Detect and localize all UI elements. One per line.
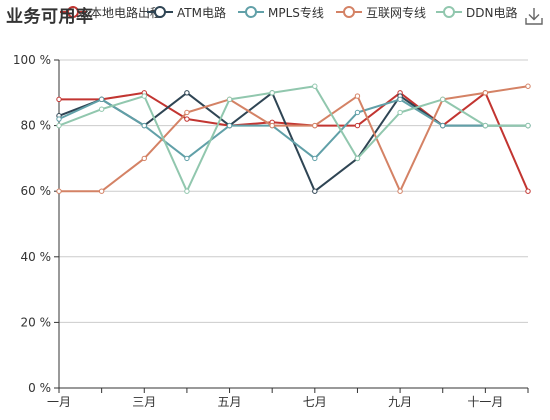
legend-line-marker-icon xyxy=(60,6,86,18)
x-tick-label: 一月 xyxy=(47,395,71,409)
grid-lines xyxy=(59,59,528,323)
data-point[interactable] xyxy=(184,109,190,116)
data-point[interactable] xyxy=(397,96,403,103)
legend-item-4[interactable]: 互联网专线 xyxy=(336,4,426,20)
data-point[interactable] xyxy=(525,122,531,129)
legend-marker xyxy=(245,6,257,18)
download-icon[interactable] xyxy=(524,6,544,26)
y-tick-label: 60 % xyxy=(21,184,52,198)
data-point[interactable] xyxy=(141,122,147,129)
data-point[interactable] xyxy=(269,90,275,96)
data-point[interactable] xyxy=(184,90,190,96)
data-point[interactable] xyxy=(312,155,318,162)
legend-line-marker-icon xyxy=(147,6,173,18)
x-tick-label: 九月 xyxy=(388,395,412,409)
y-tick-label: 80 % xyxy=(21,119,52,133)
legend: 本地电路出租 ATM电路 MPLS专线 互联网专线 DDN电路 xyxy=(0,0,550,26)
data-point[interactable] xyxy=(354,109,361,116)
chart-title: 业务可用率 xyxy=(6,7,94,27)
legend-marker xyxy=(154,6,166,18)
legend-label: DDN电路 xyxy=(466,5,518,20)
data-point[interactable] xyxy=(98,106,105,112)
data-point[interactable] xyxy=(525,83,531,89)
x-tick-label: 十一月 xyxy=(467,395,503,409)
axes: 0 % 20 % 40 % 60 % 80 % 100 % 一月 三月 五月 七月 九月 十一月 xyxy=(13,53,529,409)
x-tick-label: 七月 xyxy=(303,395,327,409)
legend-marker xyxy=(443,6,455,18)
legend-line-marker-icon xyxy=(336,6,362,18)
legend-label: MPLS专线 xyxy=(268,5,324,20)
data-point[interactable] xyxy=(440,96,446,103)
data-point[interactable] xyxy=(56,96,62,103)
data-point[interactable] xyxy=(184,155,190,162)
series-line-1 xyxy=(59,91,529,192)
legend-item-2[interactable]: ATM电路 xyxy=(147,4,226,20)
data-point[interactable] xyxy=(354,93,361,99)
y-tick-label: 100 % xyxy=(13,53,51,67)
data-point[interactable] xyxy=(56,122,62,129)
data-point[interactable] xyxy=(226,96,233,103)
legend-line-marker-icon xyxy=(436,6,462,18)
data-point[interactable] xyxy=(354,122,361,129)
x-tick-label: 三月 xyxy=(132,395,156,409)
y-tick-label: 40 % xyxy=(21,250,52,264)
data-point[interactable] xyxy=(98,96,105,103)
data-point[interactable] xyxy=(141,93,147,99)
legend-item-1[interactable]: 本地电路出租 xyxy=(60,4,162,20)
series-lines xyxy=(56,83,531,194)
data-point[interactable] xyxy=(397,109,403,116)
legend-item-3[interactable]: MPLS专线 xyxy=(238,4,324,20)
legend-marker xyxy=(67,6,79,18)
data-point[interactable] xyxy=(56,116,62,122)
y-tick-label: 20 % xyxy=(21,315,52,329)
legend-item-5[interactable]: DDN电路 xyxy=(436,4,517,20)
legend-line-marker-icon xyxy=(238,6,264,18)
legend-marker xyxy=(343,6,355,18)
series-line-4 xyxy=(59,85,529,193)
data-point[interactable] xyxy=(312,122,318,129)
legend-label: ATM电路 xyxy=(177,5,226,20)
data-point[interactable] xyxy=(525,188,531,194)
data-point[interactable] xyxy=(56,188,62,194)
data-point[interactable] xyxy=(482,90,489,96)
data-point[interactable] xyxy=(312,83,318,89)
data-point[interactable] xyxy=(312,188,318,194)
legend-label: 本地电路出租 xyxy=(90,5,163,20)
data-point[interactable] xyxy=(482,122,489,129)
data-point[interactable] xyxy=(269,122,275,129)
legend-label: 互联网专线 xyxy=(366,5,427,20)
data-point[interactable] xyxy=(226,122,233,129)
series-line-5 xyxy=(58,85,528,193)
data-point[interactable] xyxy=(98,188,105,194)
y-tick-label: 0 % xyxy=(28,381,51,395)
data-point[interactable] xyxy=(397,188,403,194)
data-point[interactable] xyxy=(141,155,147,162)
x-tick-label: 五月 xyxy=(218,395,242,409)
data-point[interactable] xyxy=(184,188,190,194)
series-line-3 xyxy=(58,98,528,160)
data-point[interactable] xyxy=(184,116,190,122)
data-point[interactable] xyxy=(440,122,446,129)
data-point[interactable] xyxy=(354,155,361,162)
